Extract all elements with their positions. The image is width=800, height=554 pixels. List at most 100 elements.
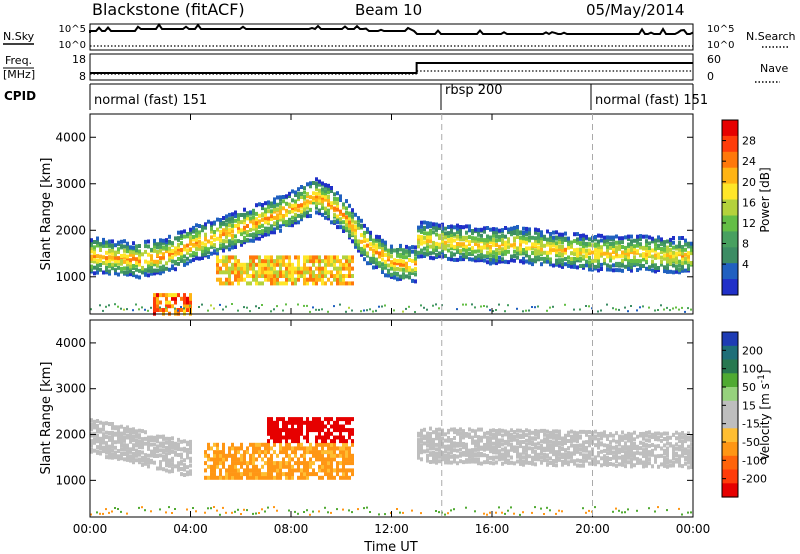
power-cell (330, 201, 333, 206)
power-cell (429, 221, 432, 226)
power-cell (513, 249, 516, 254)
power-cell (123, 239, 126, 244)
velocity-cell (168, 506, 170, 509)
colorbar-swatch (722, 373, 738, 388)
power-cell (243, 270, 246, 275)
velocity-cell (660, 432, 663, 437)
power-cell (609, 242, 612, 246)
power-cell (228, 232, 231, 237)
velocity-cell (162, 457, 165, 462)
power-cell (681, 245, 684, 249)
colorbar-frame (721, 119, 739, 296)
nave-label: Nave (760, 62, 788, 75)
power-cell (603, 261, 606, 266)
power-cell (546, 237, 549, 242)
velocity-cell (483, 512, 485, 515)
velocity-cell (639, 440, 642, 445)
velocity-cell (477, 453, 480, 458)
power-cell (255, 262, 258, 267)
power-cell (381, 246, 384, 250)
velocity-cell (555, 456, 558, 461)
velocity-cell (93, 448, 96, 453)
velocity-cell (309, 424, 312, 429)
power-cell (495, 258, 498, 263)
noise-left-tick-bottom: 10^0 (59, 40, 86, 51)
power-cell (348, 266, 351, 271)
velocity-cell (486, 454, 489, 458)
power-cell (231, 223, 234, 228)
power-cell (324, 266, 327, 271)
velocity-cell (186, 455, 189, 460)
power-cell (267, 229, 270, 234)
velocity-cell (687, 511, 689, 514)
power-cell (315, 191, 318, 196)
power-cell (447, 248, 450, 253)
power-cell (567, 245, 570, 250)
velocity-cell (189, 450, 192, 455)
velocity-cell (327, 511, 329, 514)
velocity-cell (207, 507, 209, 510)
power-cell (645, 258, 648, 263)
power-cell (342, 274, 345, 278)
velocity-cell (477, 435, 480, 440)
power-cell (279, 195, 282, 200)
power-cell (483, 245, 486, 250)
velocity-cell (582, 455, 585, 460)
power-cell (231, 255, 234, 260)
velocity-cell (321, 468, 324, 473)
velocity-cell (324, 472, 327, 477)
velocity-cell (222, 464, 225, 469)
date-title: 05/May/2014 (586, 1, 684, 19)
power-cell (117, 272, 120, 277)
velocity-cell (306, 509, 308, 512)
velocity-cell (246, 464, 249, 469)
power-cell (474, 255, 477, 260)
velocity-cell (585, 511, 587, 514)
power-cell (363, 257, 366, 262)
power-cell (297, 187, 300, 192)
power-cell (159, 241, 162, 246)
velocity-cell (255, 464, 258, 469)
velocity-cell (477, 438, 480, 443)
power-cell (225, 231, 228, 236)
velocity-cell (588, 461, 591, 466)
velocity-cell (297, 464, 300, 469)
velocity-cell (186, 465, 189, 470)
power-cell (135, 248, 138, 253)
power-cell (624, 245, 627, 250)
velocity-cell (192, 507, 194, 509)
power-cell (246, 274, 249, 278)
power-cell (474, 249, 477, 254)
velocity-cell (636, 460, 639, 465)
power-cell (627, 257, 630, 262)
power-cell (630, 239, 633, 244)
power-cell (252, 221, 255, 226)
velocity-cell (516, 451, 519, 456)
velocity-cell (108, 511, 110, 514)
power-cell (327, 190, 330, 195)
velocity-cell (114, 455, 117, 460)
velocity-cell (159, 460, 162, 465)
velocity-cell (426, 453, 429, 458)
velocity-cell (315, 420, 318, 425)
power-cell (582, 233, 585, 238)
power-cell (312, 262, 315, 267)
power-cell (480, 227, 483, 232)
power-cell (315, 277, 318, 282)
velocity-cell (297, 446, 300, 451)
power-cell (279, 281, 282, 286)
power-cell (657, 255, 660, 260)
power-cell (240, 277, 243, 282)
power-cell (198, 235, 201, 240)
power-cell (105, 305, 107, 308)
power-cell (417, 254, 420, 259)
velocity-cell (294, 510, 296, 513)
velocity-cell (573, 430, 576, 435)
velocity-cell (426, 443, 429, 448)
power-cell (285, 277, 288, 282)
velocity-cell (204, 475, 207, 480)
velocity-cell (96, 439, 99, 444)
velocity-cell (267, 475, 270, 480)
velocity-cell (684, 447, 687, 452)
power-cell (222, 281, 225, 286)
